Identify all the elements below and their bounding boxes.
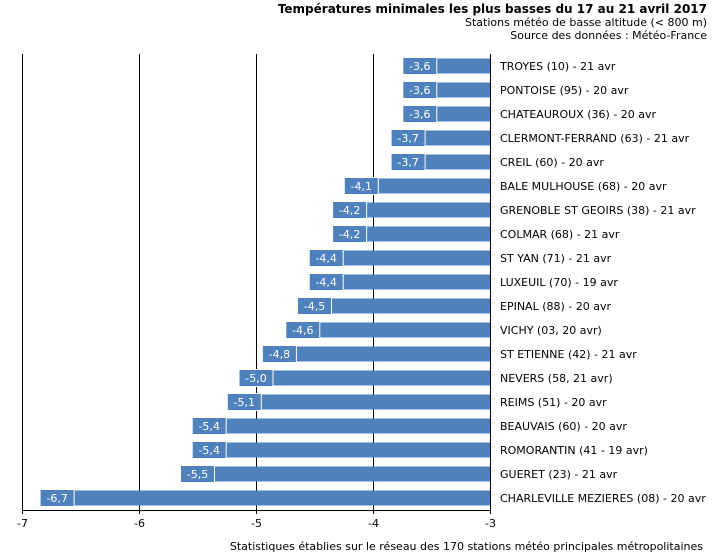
data-label-box [390,153,426,171]
data-label: -3,7 [397,156,418,169]
chart-title: Températures minimales les plus basses d… [277,2,707,16]
x-tick-label: -7 [17,517,28,530]
bar [408,154,490,170]
chart-footnote: Statistiques établies sur le réseau des … [229,540,703,553]
data-label: -6,7 [46,492,67,505]
data-label-box [308,249,344,267]
bar [209,418,490,434]
data-label-box [39,489,75,507]
category-label: LUXEUIL (70) - 19 avr [500,276,618,289]
data-label: -5,4 [198,420,219,433]
bar [314,298,490,314]
bar [209,442,490,458]
data-label-box [343,177,379,195]
data-label: -4,6 [292,324,313,337]
x-tick-label: -5 [251,517,262,530]
bar [419,106,490,122]
category-label: CLERMONT-FERRAND (63) - 21 avr [500,132,690,145]
data-label-box [226,393,262,411]
data-label: -5,0 [245,372,266,385]
data-label-box [285,321,321,339]
category-label: BALE MULHOUSE (68) - 20 avr [500,180,667,193]
data-label-box [402,81,438,99]
bar [256,370,490,386]
data-label: -4,4 [315,276,336,289]
data-label-box [390,129,426,147]
bar [349,226,490,242]
bar [326,274,490,290]
category-label: ST YAN (71) - 21 avr [500,252,612,265]
category-label: VICHY (03, 20 avr) [500,324,602,337]
data-label: -4,2 [339,228,360,241]
bar [326,250,490,266]
bar [408,130,490,146]
data-label-box [332,225,368,243]
bar [244,394,490,410]
x-tick-label: -6 [134,517,145,530]
category-label: ST ETIENNE (42) - 21 avr [500,348,637,361]
chart-subtitle-source: Source des données : Météo-France [510,29,707,42]
category-label: COLMAR (68) - 21 avr [500,228,620,241]
bar [419,58,490,74]
category-label: NEVERS (58, 21 avr) [500,372,613,385]
data-label: -4,8 [269,348,290,361]
data-label: -3,7 [397,132,418,145]
category-label: CHARLEVILLE MEZIERES (08) - 20 avr [500,492,706,505]
data-label-box [238,369,274,387]
x-tick-label: -4 [368,517,379,530]
category-label: EPINAL (88) - 20 avr [500,300,611,313]
data-label-box [191,417,227,435]
data-label: -4,2 [339,204,360,217]
x-tick-label: -3 [485,517,496,530]
data-label-box [332,201,368,219]
bar [302,322,490,338]
category-label: CREIL (60) - 20 avr [500,156,604,169]
data-label: -5,1 [234,396,255,409]
bar [279,346,490,362]
category-label: GRENOBLE ST GEOIRS (38) - 21 avr [500,204,696,217]
bar [197,466,490,482]
data-label: -4,4 [315,252,336,265]
data-label: -4,5 [304,300,325,313]
data-label-box [191,441,227,459]
data-label: -5,5 [187,468,208,481]
category-label: ROMORANTIN (41 - 19 avr) [500,444,648,457]
bar [419,82,490,98]
category-label: PONTOISE (95) - 20 avr [500,84,629,97]
bar [57,490,490,506]
data-label: -3,6 [409,60,430,73]
category-label: GUERET (23) - 21 avr [500,468,618,481]
bar [361,178,490,194]
data-label-box [308,273,344,291]
data-label-box [402,57,438,75]
data-label-box [261,345,297,363]
category-label: BEAUVAIS (60) - 20 avr [500,420,627,433]
data-label: -5,4 [198,444,219,457]
chart-subtitle-altitude: Stations météo de basse altitude (< 800 … [464,16,707,29]
data-label-box [402,105,438,123]
data-label-box [180,465,215,483]
data-label: -3,6 [409,84,430,97]
bar [349,202,490,218]
data-label: -4,1 [351,180,372,193]
category-label: CHATEAUROUX (36) - 20 avr [500,108,657,121]
category-label: REIMS (51) - 20 avr [500,396,607,409]
data-label: -3,6 [409,108,430,121]
category-label: TROYES (10) - 21 avr [499,60,616,73]
data-label-box [297,297,332,315]
